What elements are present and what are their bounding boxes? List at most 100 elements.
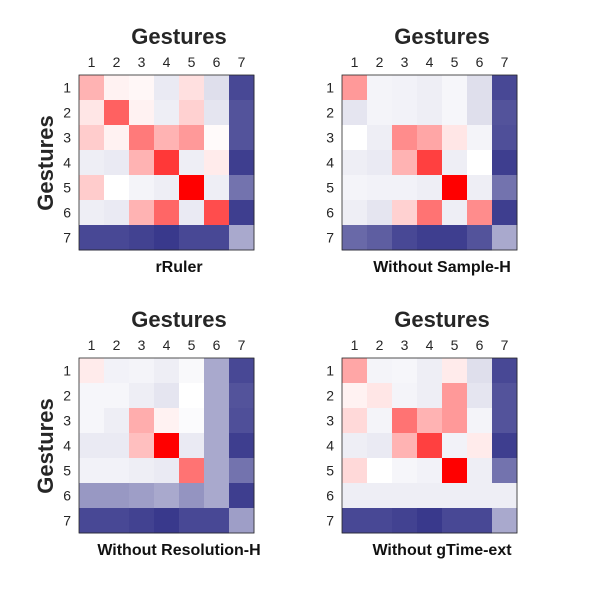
y-tick-label: 3 — [326, 130, 334, 146]
heatmap-cell-r7-c1 — [342, 225, 368, 251]
heatmap-cell-r2-c1 — [79, 100, 105, 126]
heatmap-cell-r1-c4 — [154, 75, 180, 101]
heatmap-frame — [341, 74, 518, 251]
heatmap-frame — [341, 357, 518, 534]
panel-title: Gestures — [394, 307, 489, 332]
heatmap-cell-r2-c6 — [467, 100, 493, 126]
heatmap-cell-r7-c5 — [179, 225, 205, 251]
heatmap-cell-r7-c4 — [154, 508, 180, 534]
heatmap-cell-r4-c4 — [154, 150, 180, 176]
heatmap-cell-r6-c7 — [229, 483, 255, 509]
heatmap-cell-r6-c7 — [492, 200, 518, 226]
heatmap-cell-r4-c5 — [179, 433, 205, 459]
heatmap-cell-r5-c2 — [367, 175, 393, 201]
y-tick-label: 5 — [63, 180, 71, 196]
heatmap-cell-r7-c7 — [492, 508, 518, 534]
heatmap-cell-r7-c6 — [204, 225, 230, 251]
x-tick-label: 6 — [213, 54, 221, 70]
panel-title: Gestures — [394, 24, 489, 49]
heatmap-cell-r1-c3 — [129, 358, 155, 384]
x-tick-label: 5 — [451, 54, 459, 70]
heatmap-cell-r1-c6 — [467, 75, 493, 101]
heatmap-panel-without-resolution-h: Gestures Gestures 1 2 3 4 5 6 7 1 2 3 4 5 6 7 Withou… — [33, 307, 261, 559]
heatmap-cell-r3-c1 — [342, 408, 368, 434]
heatmap-cell-r4-c1 — [342, 433, 368, 459]
heatmap-cell-r5-c4 — [154, 175, 180, 201]
heatmap-cell-r1-c2 — [104, 358, 130, 384]
heatmap-cell-r2-c7 — [229, 383, 255, 409]
heatmap-cell-r3-c7 — [229, 125, 255, 151]
heatmap-cell-r6-c3 — [392, 200, 418, 226]
heatmap-cell-r3-c4 — [417, 408, 443, 434]
heatmap-cell-r4-c7 — [492, 150, 518, 176]
heatmap-cell-r5-c3 — [129, 175, 155, 201]
heatmap-cell-r6-c4 — [417, 200, 443, 226]
heatmap-cell-r5-c7 — [229, 458, 255, 484]
heatmap-cell-r3-c6 — [467, 125, 493, 151]
heatmap-cell-r6-c5 — [179, 200, 205, 226]
heatmap-cell-r4-c4 — [417, 433, 443, 459]
heatmap-cell-r1-c7 — [229, 75, 255, 101]
heatmap-cell-r2-c1 — [342, 100, 368, 126]
y-tick-label: 6 — [326, 488, 334, 504]
heatmap-cell-r6-c2 — [104, 483, 130, 509]
heatmap-cell-r6-c5 — [179, 483, 205, 509]
heatmap-cell-r3-c1 — [79, 125, 105, 151]
heatmap-cell-r7-c5 — [442, 508, 468, 534]
heatmap-cell-r5-c7 — [229, 175, 255, 201]
heatmap-cell-r7-c6 — [467, 508, 493, 534]
y-tick-label: 5 — [63, 463, 71, 479]
x-tick-labels: 1 2 3 4 5 6 7 — [88, 337, 246, 353]
heatmap-cell-r3-c5 — [442, 408, 468, 434]
x-axis-label: Without Resolution-H — [97, 542, 260, 559]
heatmap-cell-r2-c5 — [179, 383, 205, 409]
y-tick-labels: 1 2 3 4 5 6 7 — [326, 80, 334, 246]
heatmap-cell-r6-c1 — [342, 200, 368, 226]
heatmap-cell-r1-c2 — [367, 358, 393, 384]
heatmap-cell-r1-c1 — [342, 358, 368, 384]
heatmap-cell-r5-c5 — [442, 175, 468, 201]
x-tick-label: 7 — [238, 337, 246, 353]
x-tick-label: 4 — [426, 54, 434, 70]
heatmap-cell-r1-c2 — [367, 75, 393, 101]
heatmap-cell-r1-c4 — [154, 358, 180, 384]
x-axis-label: Without gTime-ext — [372, 542, 512, 559]
heatmap-cell-r2-c7 — [492, 100, 518, 126]
y-axis-label: Gestures — [33, 115, 58, 210]
heatmap-cell-r5-c1 — [342, 458, 368, 484]
heatmap-cell-r4-c6 — [204, 150, 230, 176]
heatmap-cell-r6-c6 — [467, 200, 493, 226]
heatmap-cell-r5-c1 — [79, 175, 105, 201]
heatmap-cell-r5-c2 — [104, 458, 130, 484]
heatmap-cell-r4-c1 — [342, 150, 368, 176]
heatmap-cell-r6-c3 — [129, 200, 155, 226]
x-tick-label: 5 — [188, 337, 196, 353]
heatmap-cell-r1-c3 — [129, 75, 155, 101]
y-tick-label: 3 — [63, 130, 71, 146]
x-tick-label: 2 — [113, 337, 121, 353]
heatmap-cell-r3-c3 — [392, 125, 418, 151]
heatmap-cell-r3-c4 — [417, 125, 443, 151]
heatmap-cell-r4-c3 — [129, 433, 155, 459]
heatmap-cell-r7-c7 — [229, 225, 255, 251]
heatmap-cell-r4-c1 — [79, 433, 105, 459]
y-tick-label: 1 — [326, 80, 334, 96]
y-tick-label: 2 — [63, 388, 71, 404]
heatmap-cell-r7-c7 — [492, 225, 518, 251]
x-tick-label: 3 — [138, 337, 146, 353]
heatmap-cell-r6-c6 — [204, 200, 230, 226]
heatmap-cell-r3-c2 — [104, 125, 130, 151]
x-tick-label: 3 — [401, 337, 409, 353]
heatmap-cell-r5-c6 — [204, 175, 230, 201]
x-tick-label: 2 — [376, 54, 384, 70]
heatmap-cell-r2-c3 — [129, 383, 155, 409]
y-tick-label: 4 — [63, 438, 71, 454]
heatmap-cell-r2-c2 — [104, 100, 130, 126]
heatmap-cell-r6-c6 — [204, 483, 230, 509]
heatmap-frame — [78, 357, 255, 534]
heatmap-cell-r4-c2 — [104, 433, 130, 459]
y-tick-labels: 1 2 3 4 5 6 7 — [63, 80, 71, 246]
heatmap-cell-r6-c6 — [467, 483, 493, 509]
heatmap-cell-r7-c7 — [229, 508, 255, 534]
